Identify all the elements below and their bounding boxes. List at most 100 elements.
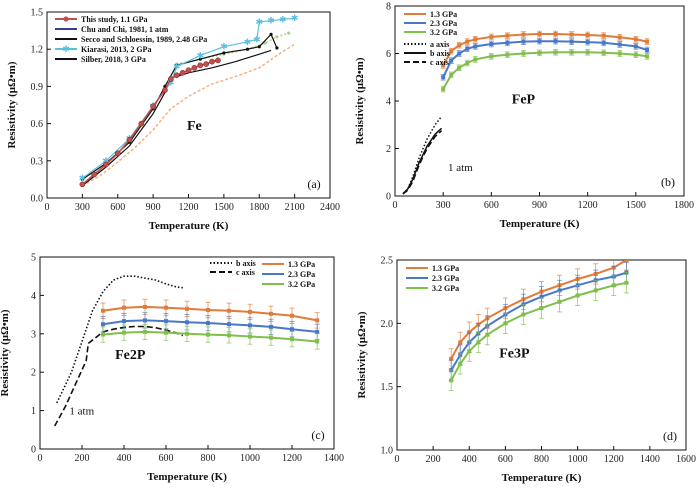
data-point [633, 52, 638, 57]
data-point [537, 32, 542, 37]
data-point: ✱ [253, 34, 261, 44]
data-point [645, 54, 650, 59]
legend-label: Secco and Schloessin, 1989, 2.48 GPa [81, 35, 207, 44]
data-point [617, 35, 622, 40]
x-tick-label: 1400 [640, 454, 660, 465]
series-2-3-gpa [440, 37, 650, 81]
legend-label: 2.3 GPa [288, 270, 315, 279]
x-tick-label: 1000 [568, 454, 588, 465]
data-point [206, 332, 210, 337]
y-tick-label: 1.2 [31, 45, 44, 56]
data-point [585, 32, 590, 37]
x-tick-label: 300 [75, 202, 90, 213]
data-point [557, 288, 562, 293]
y-tick-label: 0.3 [31, 156, 44, 167]
y-tick-label: 0.0 [31, 194, 44, 205]
data-point [457, 51, 462, 56]
data-point [489, 34, 494, 39]
data-point [503, 321, 508, 326]
data-point [143, 329, 147, 334]
series-1-3-gpa [440, 30, 650, 69]
data-point [465, 46, 470, 51]
x-tick-label: 1800 [674, 200, 694, 211]
data-point [138, 120, 145, 127]
data-point [248, 309, 252, 314]
data-point [569, 39, 574, 44]
y-tick-label: 2 [386, 144, 391, 155]
x-tick-label: 800 [201, 453, 216, 464]
series-line [402, 127, 443, 195]
series-line [442, 40, 648, 78]
legend-label: This study, 1.1 GPa [81, 15, 147, 24]
data-point [441, 63, 446, 68]
panel-label: (d) [663, 429, 677, 443]
y-tick-label: 4 [386, 97, 391, 108]
data-point [290, 327, 294, 332]
data-point [553, 39, 558, 44]
series-b-axis [56, 275, 183, 404]
data-point: ✱ [197, 50, 205, 60]
data-point [122, 305, 126, 310]
data-point [162, 87, 168, 93]
series-line [102, 319, 318, 333]
x-tick-label: 1000 [240, 453, 260, 464]
x-tick-label: 2100 [285, 202, 305, 213]
legend-label: 1.3 GPa [432, 264, 459, 273]
x-axis-label: Temperature (K) [147, 471, 227, 483]
data-point [287, 31, 291, 35]
data-point [505, 40, 510, 45]
data-point [585, 40, 590, 45]
data-point [569, 32, 574, 37]
data-point [473, 37, 478, 42]
data-point [485, 332, 490, 337]
data-point [80, 177, 84, 181]
legend-marker [63, 16, 69, 22]
data-point [164, 305, 168, 310]
x-axis-label: Temperature (K) [149, 220, 229, 232]
data-point [537, 39, 542, 44]
y-axis-label: Resistivity (μΩ•m) [356, 311, 368, 398]
data-point [473, 57, 478, 62]
data-point [206, 307, 210, 312]
y-axis-label: Resistivity (μΩ•m) [0, 309, 11, 396]
data-point [179, 69, 186, 76]
y-tick-label: 1 [31, 406, 36, 417]
data-point [585, 50, 590, 55]
data-point [457, 65, 462, 70]
data-point [458, 361, 463, 366]
x-tick-label: 600 [110, 202, 125, 213]
series-line [450, 271, 627, 371]
data-point [248, 334, 252, 339]
data-point [248, 323, 252, 328]
series-c-axis [402, 130, 443, 195]
x-tick-label: 400 [117, 453, 132, 464]
data-point [143, 304, 147, 309]
y-tick-label: 4 [31, 291, 36, 302]
data-point [275, 35, 279, 39]
data-point [164, 319, 168, 324]
data-point [473, 44, 478, 49]
data-point [441, 87, 446, 92]
data-point: ✱ [267, 16, 275, 26]
legend-label: 3.2 GPa [288, 280, 315, 289]
y-tick-label: 6 [386, 49, 391, 60]
data-point [227, 333, 231, 338]
y-tick-label: 2.0 [381, 319, 394, 330]
series-line [102, 330, 318, 343]
data-point [191, 64, 198, 71]
data-point [575, 293, 580, 298]
series-3-2-gpa [440, 49, 650, 93]
data-point [449, 49, 454, 54]
series-this-study-1-1-gpa [79, 57, 221, 188]
data-point [505, 33, 510, 38]
x-tick-label: 1600 [676, 454, 696, 465]
y-tick-label: 1.0 [381, 446, 394, 457]
series-line [102, 305, 318, 322]
x-tick-label: 600 [498, 454, 513, 465]
data-point [91, 171, 98, 178]
data-point [122, 319, 126, 324]
data-point [257, 45, 261, 49]
data-point [206, 321, 210, 326]
